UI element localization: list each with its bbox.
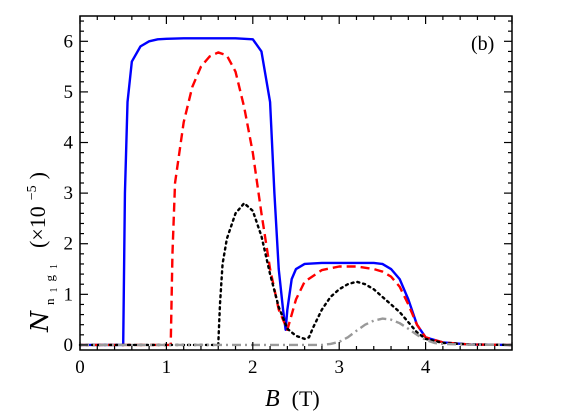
panel-label: (b) bbox=[471, 33, 494, 55]
y-tick-label: 4 bbox=[64, 133, 74, 154]
y-tick-label: 6 bbox=[64, 31, 74, 52]
x-tick-label: 1 bbox=[162, 357, 172, 378]
x-axis-label: B (T) bbox=[265, 386, 320, 412]
y-tick-label: 2 bbox=[64, 234, 74, 255]
x-axis-unit: (T) bbox=[292, 386, 320, 411]
plot-frame bbox=[79, 15, 513, 351]
y-tick-label: 5 bbox=[64, 82, 74, 103]
y-axis-sub-1a: 1 bbox=[49, 288, 60, 293]
x-tick-label: 0 bbox=[75, 357, 85, 378]
x-tick-label: 3 bbox=[334, 357, 344, 378]
y-tick-label: 1 bbox=[64, 284, 74, 305]
y-axis-label: N n 1 g 1 (×10 −5 ) bbox=[16, 172, 63, 333]
y-axis-factor-open: (×10 bbox=[25, 206, 50, 248]
series-layer bbox=[78, 37, 514, 347]
y-axis-factor-exp: −5 bbox=[25, 185, 40, 200]
x-tick-label: 2 bbox=[248, 357, 258, 378]
y-tick-label: 3 bbox=[64, 183, 74, 204]
y-axis-sub-1b: 1 bbox=[49, 264, 60, 269]
x-axis-symbol: B bbox=[265, 386, 280, 412]
y-axis-symbol: N bbox=[26, 310, 54, 333]
series-line-4 bbox=[80, 317, 513, 347]
y-axis-factor-close: ) bbox=[25, 172, 50, 179]
y-tick-label: 0 bbox=[64, 335, 74, 356]
x-tick-label: 4 bbox=[421, 357, 431, 378]
y-axis-sub-g: g bbox=[42, 275, 57, 282]
y-axis-sub-n: n bbox=[42, 298, 57, 305]
